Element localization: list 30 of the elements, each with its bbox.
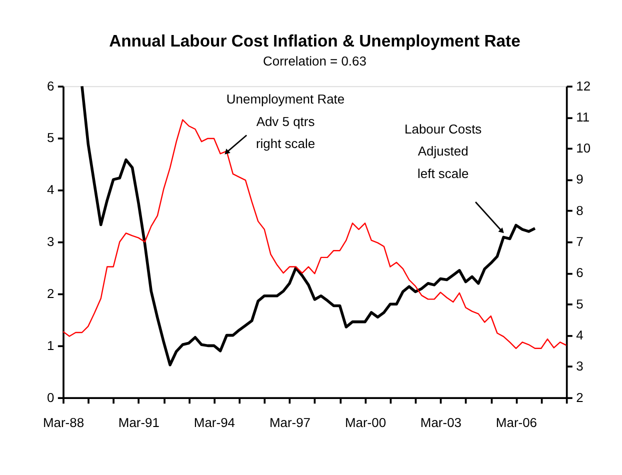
chart-title: Annual Labour Cost Inflation & Unemployment Rate [109, 31, 520, 50]
annotation: Labour Costs Adjusted left scale [404, 121, 482, 181]
x-tick-label: Mar-94 [194, 414, 236, 430]
y2-tick-label: 7 [576, 234, 584, 250]
x-tick-label: Mar-88 [42, 414, 84, 430]
x-tick-label: Mar-97 [269, 414, 311, 430]
y2-tick-label: 4 [576, 327, 584, 342]
y2-tick-label: 3 [576, 358, 584, 374]
y-tick-label: 5 [47, 130, 54, 146]
y-tick-label: 4 [47, 182, 54, 198]
y-tick-label: 0 [47, 390, 54, 405]
x-tick-label: Mar-00 [344, 414, 386, 430]
y2-tick-label: 10 [576, 140, 591, 156]
y-tick-label: 3 [47, 234, 54, 250]
y2-tick-label: 5 [576, 296, 584, 312]
y2-tick-label: 11 [576, 109, 590, 124]
line-series [80, 86, 536, 366]
y-tick-label: 1 [47, 338, 54, 353]
y2-tick-label: 6 [576, 265, 584, 280]
x-tick-label: Mar-03 [420, 414, 462, 430]
y2-tick-label: 8 [576, 202, 584, 218]
y2-tick-label: 9 [576, 172, 584, 187]
chart-subtitle: Correlation = 0.63 [262, 54, 366, 69]
x-tick-label: Mar-91 [118, 414, 160, 430]
annotation: Unemployment Rate Adv 5 qtrs right scale [226, 92, 345, 152]
y2-tick-label: 12 [576, 78, 591, 94]
y2-tick-label: 2 [576, 390, 584, 405]
y-tick-label: 6 [47, 78, 54, 94]
y-tick-label: 2 [47, 286, 54, 301]
x-tick-label: Mar-06 [496, 414, 538, 430]
